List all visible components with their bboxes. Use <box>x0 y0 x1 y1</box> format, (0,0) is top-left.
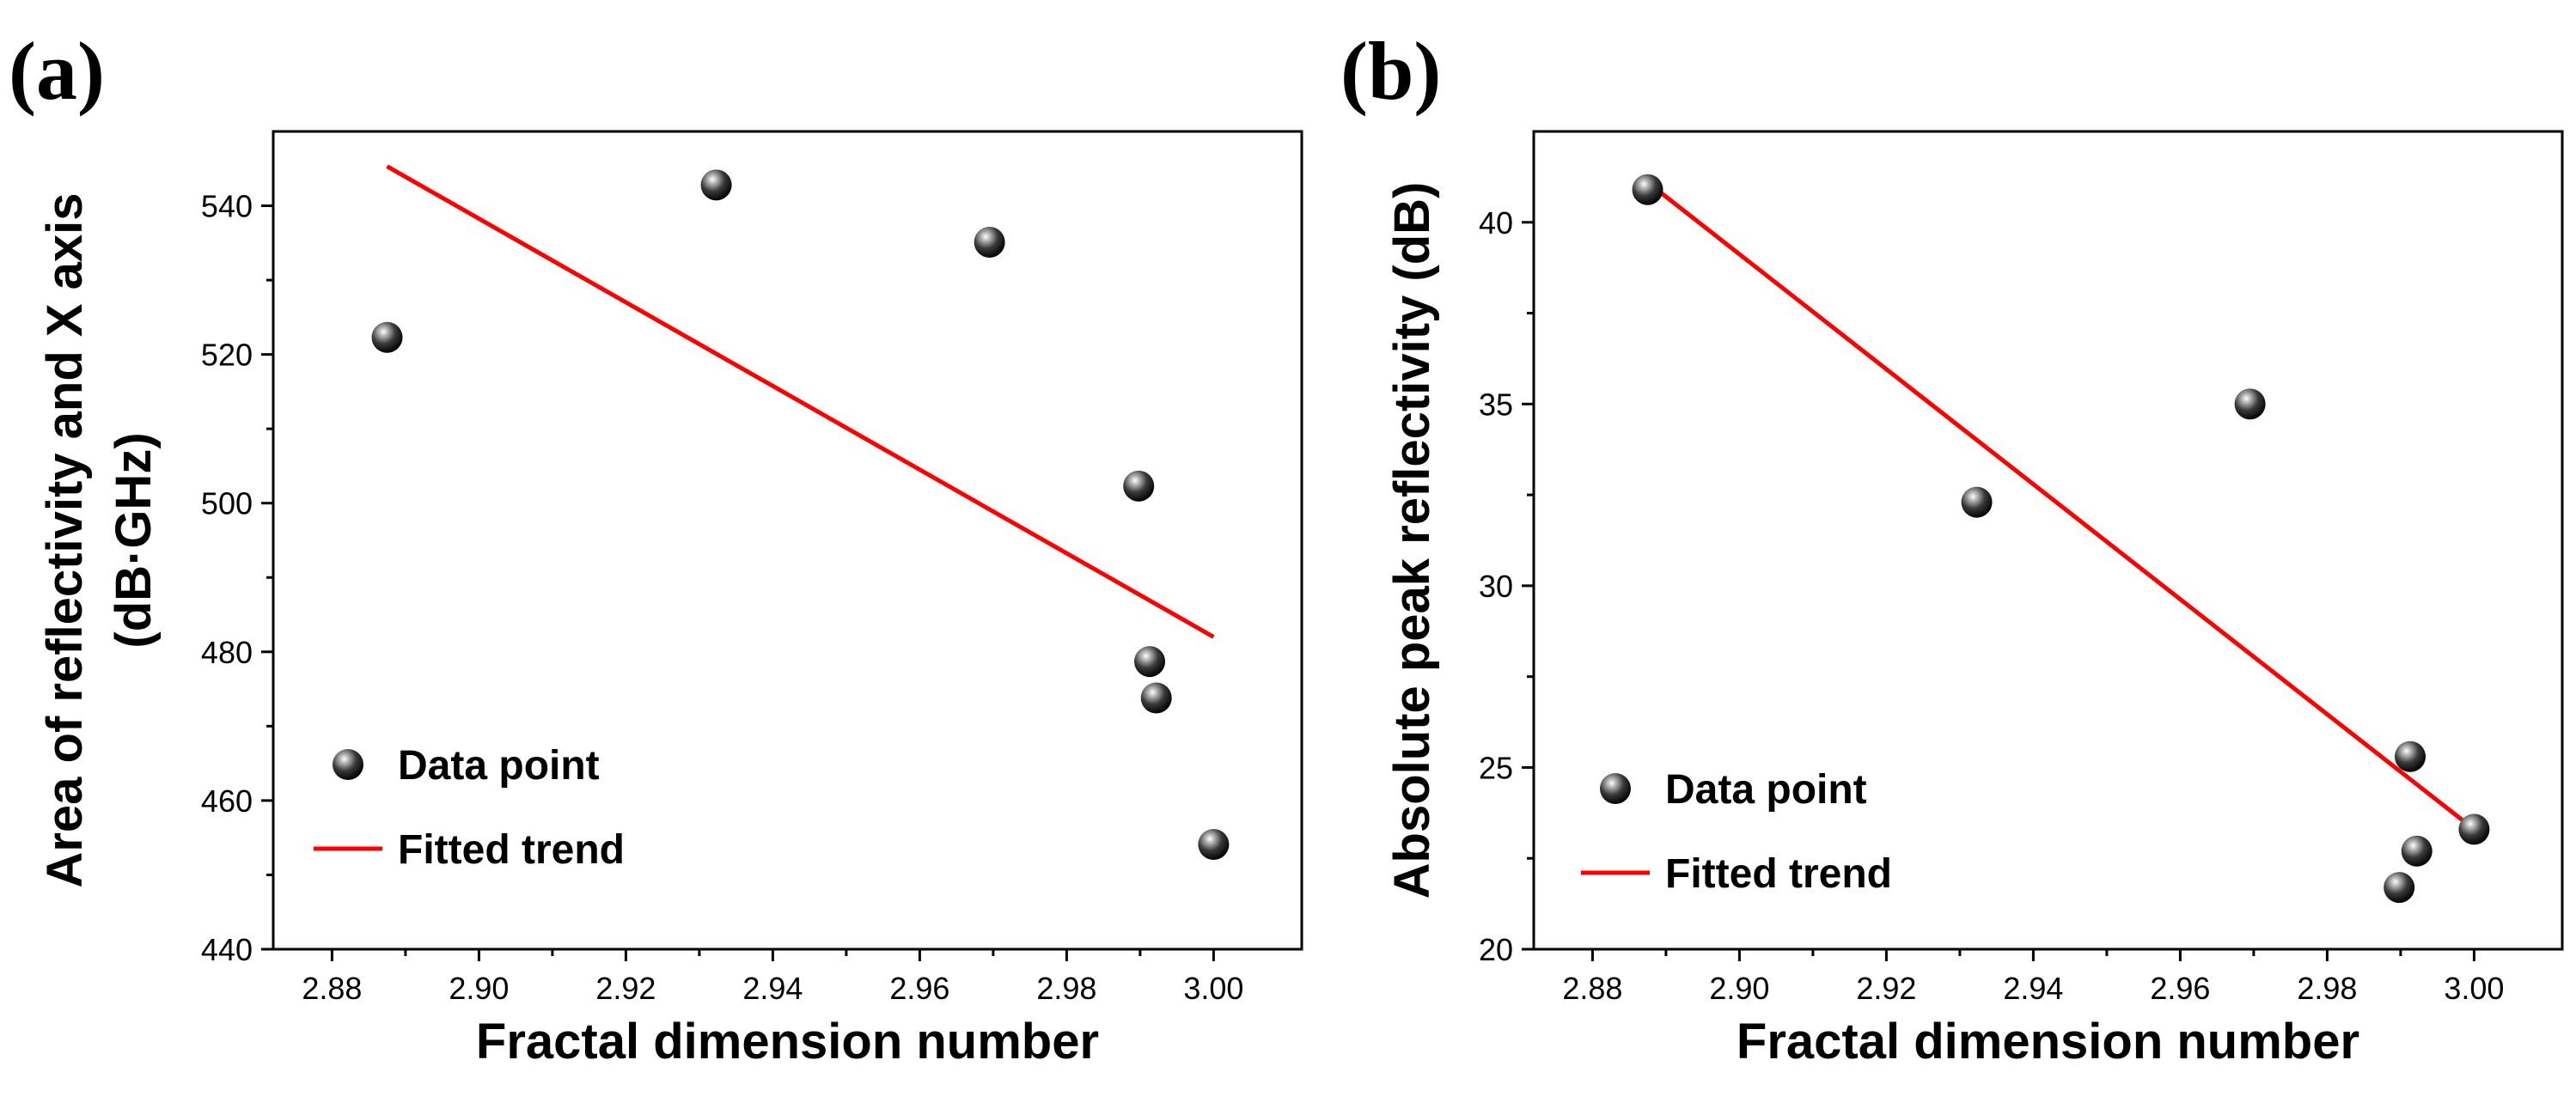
legend-marker-data-point-b <box>1600 773 1631 804</box>
x-tick-label-a: 2.90 <box>449 971 509 1006</box>
legend-label-fitted-trend-b: Fitted trend <box>1665 851 1892 897</box>
y-tick-label-a: 480 <box>201 635 253 670</box>
legend-a: Data point Fitted trend <box>314 743 625 873</box>
x-axis-title-a: Fractal dimension number <box>476 1014 1099 1069</box>
data-point-b <box>2401 835 2433 867</box>
data-point-b <box>2384 872 2415 904</box>
y-tick-label-b: 40 <box>1479 205 1513 241</box>
axis-ticks-b: 2.88 2.90 2.92 2.94 2.96 2.98 3.00 20 25 30 35 40 <box>1479 205 2504 1006</box>
data-point-a <box>974 226 1005 258</box>
x-tick-label-b: 2.98 <box>2297 971 2357 1006</box>
legend-label-data-point-a: Data point <box>398 743 600 789</box>
data-point-a <box>1140 682 1172 714</box>
chart-panel-a: (a) 2.88 2.90 2.92 2.94 2.96 2.98 3.00 440 460 48… <box>9 25 1303 1069</box>
chart-panel-b: (b) 2.88 2.90 2.92 2.94 2.96 2.98 3.00 20 25 30 35… <box>1340 25 2564 1069</box>
y-tick-label-a: 520 <box>201 338 253 373</box>
x-tick-label-a: 2.88 <box>302 971 362 1006</box>
data-point-b <box>2395 740 2426 772</box>
y-tick-label-a: 540 <box>201 189 253 224</box>
x-tick-label-a: 3.00 <box>1183 971 1243 1006</box>
y-axis-title-a: Area of reflectivity and X axis <box>37 192 93 887</box>
plot-frame-a <box>272 130 1303 951</box>
data-point-a <box>700 169 732 201</box>
y-tick-label-b: 35 <box>1479 387 1513 422</box>
x-tick-label-a: 2.96 <box>889 971 949 1006</box>
legend-marker-data-point-a <box>333 749 363 780</box>
x-tick-label-a: 2.98 <box>1036 971 1096 1006</box>
y-tick-label-b: 30 <box>1479 569 1513 604</box>
x-tick-label-b: 2.90 <box>1709 971 1769 1006</box>
data-point-a <box>1134 646 1166 678</box>
y-tick-label-a: 440 <box>201 932 253 967</box>
panel-label-a: (a) <box>9 25 105 117</box>
x-tick-label-b: 2.92 <box>1856 971 1916 1006</box>
plot-area-a <box>371 164 1230 860</box>
panel-label-b: (b) <box>1340 25 1441 117</box>
x-tick-label-b: 2.96 <box>2150 971 2210 1006</box>
axis-ticks-a: 2.88 2.90 2.92 2.94 2.96 2.98 3.00 440 460 480 500… <box>201 189 1244 1006</box>
x-axis-title-b: Fractal dimension number <box>1737 1014 2359 1069</box>
data-point-a <box>1198 828 1230 860</box>
y-tick-label-a: 500 <box>201 486 253 521</box>
data-point-a <box>371 321 403 353</box>
fitted-trend-line-b <box>1645 180 2475 832</box>
x-tick-label-a: 2.92 <box>595 971 656 1006</box>
data-point-b <box>2234 388 2266 420</box>
y-axis-title-b: Absolute peak reflectivity (dB) <box>1384 182 1440 899</box>
x-tick-label-a: 2.94 <box>742 971 803 1006</box>
legend-label-data-point-b: Data point <box>1665 767 1867 813</box>
y-tick-label-b: 25 <box>1479 750 1513 785</box>
data-point-b <box>1632 174 1663 205</box>
y-tick-label-a: 460 <box>201 783 253 819</box>
fitted-trend-line-a <box>386 164 1215 639</box>
legend-label-fitted-trend-a: Fitted trend <box>398 827 625 873</box>
x-tick-label-b: 2.94 <box>2003 971 2063 1006</box>
y-tick-label-b: 20 <box>1479 932 1513 967</box>
y-axis-title-units-a: (dB·GHz) <box>106 432 162 648</box>
x-tick-label-b: 2.88 <box>1562 971 1622 1006</box>
plot-area-b <box>1632 174 2490 904</box>
legend-b: Data point Fitted trend <box>1581 767 1892 897</box>
data-point-a <box>1123 470 1155 502</box>
data-point-b <box>2458 813 2490 845</box>
data-point-b <box>1961 486 1993 518</box>
x-tick-label-b: 3.00 <box>2444 971 2504 1006</box>
plot-frame-b <box>1532 130 2564 951</box>
